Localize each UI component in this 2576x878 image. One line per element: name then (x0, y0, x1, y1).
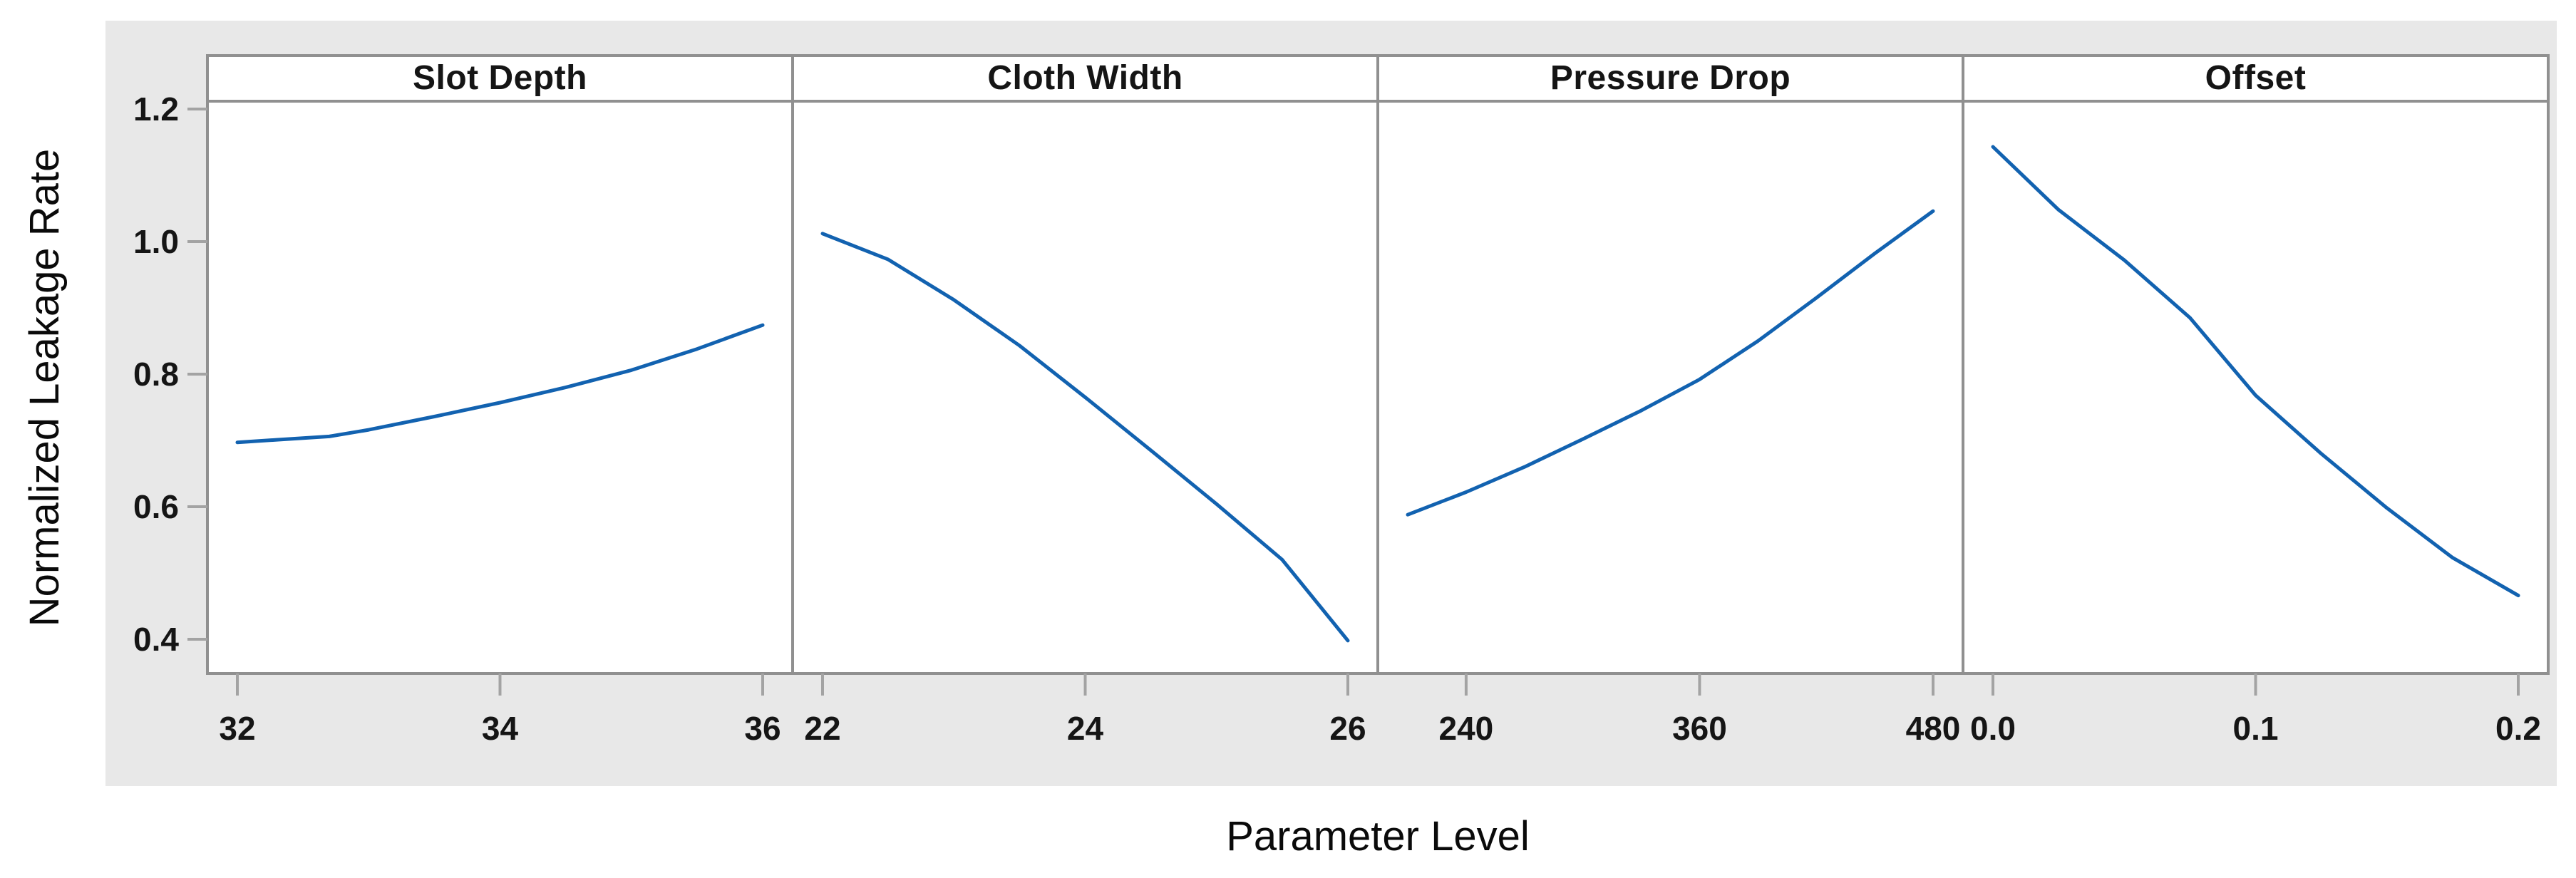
x-tick-label: 32 (219, 710, 255, 747)
x-tick-label: 0.1 (2233, 710, 2279, 747)
x-axis-title: Parameter Level (1226, 813, 1530, 859)
y-tick-label: 0.8 (133, 356, 179, 393)
x-tick-label: 34 (482, 710, 519, 747)
x-tick-label: 22 (804, 710, 840, 747)
curve-cloth-width (820, 232, 1350, 643)
x-tick-label: 26 (1329, 710, 1366, 747)
y-tick-label: 1.0 (133, 223, 179, 260)
y-axis-title: Normalized Leakage Rate (21, 148, 68, 627)
x-tick-label: 480 (1906, 710, 1961, 747)
y-tick-label: 0.4 (133, 621, 179, 658)
y-tick-label: 1.2 (133, 91, 179, 128)
x-tick-label: 0.2 (2495, 710, 2541, 747)
panel-title-pressure-drop: Pressure Drop (1550, 59, 1791, 97)
y-tick-label: 0.6 (133, 488, 179, 525)
x-tick-label: 36 (744, 710, 780, 747)
curve-offset (1991, 145, 2520, 598)
x-tick-label: 0.0 (1970, 710, 2016, 747)
x-tick-label: 240 (1439, 710, 1494, 747)
panel-title-slot-depth: Slot Depth (413, 59, 587, 97)
curve-pressure-drop (1406, 209, 1935, 517)
x-tick-label: 360 (1672, 710, 1727, 747)
panel-title-cloth-width: Cloth Width (987, 59, 1183, 97)
panel-title-offset: Offset (2205, 59, 2307, 97)
x-tick-label: 24 (1067, 710, 1104, 747)
curve-slot-depth (235, 323, 765, 445)
